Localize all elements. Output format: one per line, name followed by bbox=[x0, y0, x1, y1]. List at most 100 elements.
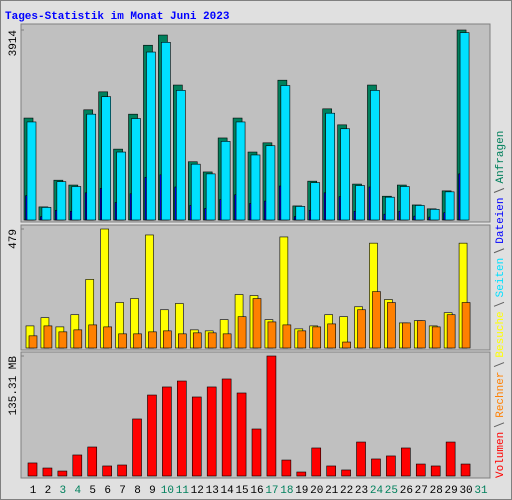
bar bbox=[132, 418, 142, 477]
bar bbox=[444, 191, 455, 221]
bar bbox=[148, 331, 157, 349]
bar bbox=[459, 32, 470, 221]
bar bbox=[26, 121, 37, 221]
bar bbox=[192, 332, 202, 349]
bar bbox=[429, 209, 440, 221]
bar bbox=[72, 454, 83, 477]
bar bbox=[445, 441, 456, 477]
x-tick-label: 14 bbox=[221, 485, 235, 497]
bar bbox=[207, 332, 217, 349]
x-tick-label: 5 bbox=[89, 485, 96, 497]
bar bbox=[103, 326, 112, 349]
bar bbox=[414, 205, 425, 221]
bar bbox=[357, 309, 366, 349]
legend-separator bbox=[493, 362, 505, 368]
y-tick-label: 3914 bbox=[8, 30, 20, 57]
bar bbox=[280, 85, 291, 221]
bar bbox=[117, 464, 127, 477]
bar bbox=[220, 141, 231, 221]
legend-label: Anfragen bbox=[495, 131, 507, 184]
x-tick-label: 10 bbox=[161, 485, 174, 497]
bar bbox=[310, 182, 321, 221]
legend-separator bbox=[493, 248, 505, 254]
bar bbox=[281, 459, 292, 477]
bar bbox=[162, 386, 172, 477]
bar bbox=[356, 441, 366, 477]
bar bbox=[56, 181, 67, 221]
bar bbox=[267, 321, 277, 349]
bar bbox=[146, 51, 156, 221]
bar bbox=[161, 42, 171, 221]
bar bbox=[191, 396, 202, 477]
bar bbox=[250, 154, 261, 221]
x-tick-label: 24 bbox=[370, 485, 384, 497]
bar bbox=[415, 463, 426, 477]
x-tick-label: 27 bbox=[415, 485, 428, 497]
bar bbox=[342, 341, 351, 349]
x-tick-label: 3 bbox=[60, 485, 67, 497]
bar bbox=[28, 335, 38, 349]
legend-label: Volumen bbox=[495, 432, 507, 478]
y-tick-label: 479 bbox=[8, 229, 20, 249]
bar bbox=[87, 446, 98, 477]
bar bbox=[387, 302, 396, 349]
bar bbox=[73, 329, 83, 349]
bar bbox=[326, 465, 336, 477]
bar bbox=[237, 316, 247, 349]
bar bbox=[446, 314, 456, 349]
x-tick-label: 6 bbox=[104, 485, 111, 497]
bar bbox=[355, 185, 365, 221]
bar bbox=[327, 323, 336, 349]
legend-label: Seiten bbox=[495, 258, 507, 298]
bar bbox=[295, 206, 306, 221]
bar bbox=[371, 458, 381, 477]
bar bbox=[27, 462, 38, 477]
bar bbox=[205, 173, 216, 221]
bar bbox=[386, 455, 396, 477]
x-tick-label: 25 bbox=[385, 485, 398, 497]
bar bbox=[400, 186, 410, 221]
bar bbox=[86, 113, 97, 221]
legend-label: Dateien bbox=[495, 198, 507, 244]
bar bbox=[282, 324, 292, 349]
bar bbox=[460, 463, 471, 477]
legend-separator bbox=[493, 301, 505, 307]
x-tick-label: 4 bbox=[74, 485, 81, 497]
bar bbox=[133, 333, 142, 349]
bar bbox=[222, 333, 232, 349]
bar bbox=[266, 355, 277, 477]
bar bbox=[43, 325, 53, 349]
x-tick-label: 17 bbox=[265, 485, 278, 497]
bar bbox=[42, 467, 53, 477]
x-tick-label: 30 bbox=[459, 485, 472, 497]
x-tick-label: 19 bbox=[295, 485, 308, 497]
bar bbox=[297, 330, 307, 349]
bar bbox=[118, 333, 127, 349]
bar bbox=[461, 302, 471, 349]
legend-label: Besuche bbox=[495, 311, 507, 357]
x-tick-label: 1 bbox=[30, 485, 37, 497]
legend-label: Rechner bbox=[495, 372, 507, 418]
x-tick-label: 18 bbox=[280, 485, 293, 497]
bar bbox=[71, 186, 82, 221]
bar bbox=[311, 447, 322, 477]
bar bbox=[57, 470, 68, 477]
bar bbox=[41, 207, 52, 221]
x-tick-label: 7 bbox=[119, 485, 126, 497]
bar bbox=[176, 90, 186, 221]
bar bbox=[147, 394, 157, 477]
bar bbox=[163, 330, 172, 349]
bar bbox=[372, 291, 381, 349]
bar bbox=[401, 447, 411, 477]
x-tick-label: 31 bbox=[474, 485, 488, 497]
legend-separator bbox=[493, 422, 505, 428]
x-tick-label: 11 bbox=[176, 485, 190, 497]
x-tick-label: 16 bbox=[250, 485, 263, 497]
y-tick-label: 135.31 MB bbox=[8, 356, 20, 416]
bar bbox=[235, 121, 246, 221]
x-tick-label: 23 bbox=[355, 485, 368, 497]
bar bbox=[102, 465, 112, 477]
panel bbox=[20, 224, 491, 351]
bar bbox=[312, 326, 322, 349]
